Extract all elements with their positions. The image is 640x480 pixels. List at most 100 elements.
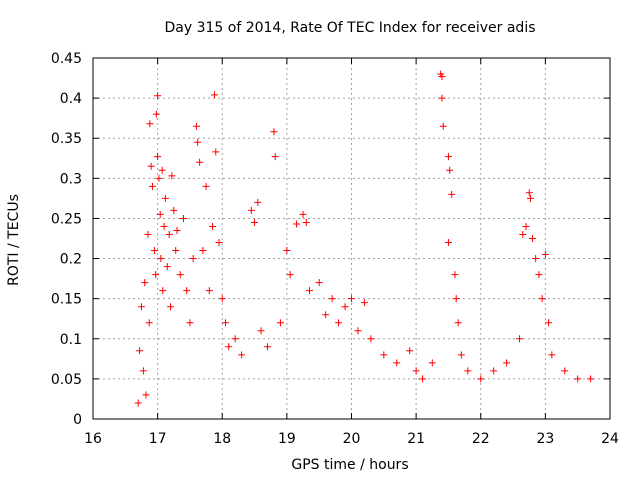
data-point (145, 319, 153, 327)
data-point (444, 239, 452, 247)
data-point (574, 375, 582, 383)
data-point (192, 122, 200, 130)
y-tick-label: 0.25 (51, 211, 82, 227)
data-point (541, 251, 549, 259)
data-point (146, 120, 154, 128)
data-point (156, 210, 164, 218)
data-point (215, 239, 223, 247)
data-point (159, 287, 167, 295)
data-point (545, 319, 553, 327)
data-point (152, 110, 160, 118)
data-point (263, 343, 271, 351)
data-point (315, 279, 323, 287)
data-point (522, 222, 530, 230)
data-point (367, 335, 375, 343)
data-point (172, 247, 180, 255)
data-point (225, 343, 233, 351)
data-point (348, 295, 355, 303)
data-point (247, 206, 255, 214)
data-point (270, 128, 278, 136)
data-point (587, 375, 595, 383)
data-point (412, 367, 420, 375)
x-axis-label: GPS time / hours (291, 457, 408, 473)
y-tick-label: 0.35 (51, 131, 82, 147)
data-point (196, 158, 204, 166)
data-point (419, 375, 427, 383)
chart-title: Day 315 of 2014, Rate Of TEC Index for r… (164, 20, 535, 36)
x-tick-label: 22 (472, 431, 490, 447)
data-point (165, 230, 173, 238)
scatter-points (134, 70, 595, 407)
data-point (212, 148, 220, 156)
data-point (163, 263, 171, 271)
data-point (406, 347, 414, 355)
data-point (464, 367, 472, 375)
data-point (503, 359, 511, 367)
data-point (179, 214, 187, 222)
data-point (137, 303, 145, 311)
data-point (393, 359, 401, 367)
data-point (444, 153, 452, 161)
y-tick-label: 0.4 (60, 91, 82, 107)
y-tick-label: 0.05 (51, 372, 82, 388)
x-tick-label: 19 (278, 431, 296, 447)
data-point (238, 351, 246, 359)
y-tick-label: 0 (73, 412, 82, 428)
data-point (354, 327, 362, 335)
data-point (147, 162, 155, 170)
data-point (302, 218, 310, 226)
data-point (155, 174, 163, 182)
data-point (451, 271, 459, 279)
data-point (305, 287, 313, 295)
data-point (173, 226, 181, 234)
data-point (446, 166, 454, 174)
data-point (299, 210, 307, 218)
data-point (438, 94, 446, 102)
data-point (183, 287, 191, 295)
data-point (194, 138, 202, 146)
data-point (189, 255, 197, 263)
data-point (457, 351, 465, 359)
data-point (286, 271, 294, 279)
data-point (154, 92, 162, 100)
data-point (535, 271, 543, 279)
data-point (454, 319, 462, 327)
y-tick-labels: 0 0.05 0.1 0.15 0.2 0.25 0.3 0.35 0.4 0.45 (51, 51, 82, 428)
x-tick-labels: 16 17 18 19 20 21 22 23 24 (84, 431, 619, 447)
data-point (141, 279, 149, 287)
data-point (538, 295, 546, 303)
data-point (139, 367, 147, 375)
data-point (380, 351, 388, 359)
y-tick-label: 0.3 (60, 171, 82, 187)
data-point (561, 367, 569, 375)
data-point (525, 189, 533, 197)
x-tick-label: 16 (84, 431, 102, 447)
data-point (231, 335, 239, 343)
y-tick-label: 0.15 (51, 292, 82, 308)
y-tick-label: 0.45 (51, 51, 82, 67)
data-point (527, 194, 535, 202)
data-point (532, 255, 540, 263)
y-tick-label: 0.2 (60, 252, 82, 268)
data-point (360, 299, 368, 307)
x-tick-label: 20 (343, 431, 361, 447)
data-point (176, 271, 184, 279)
data-point (144, 230, 152, 238)
y-tick-label: 0.1 (60, 332, 82, 348)
data-point (322, 311, 330, 319)
data-point (271, 153, 279, 161)
data-point (136, 347, 144, 355)
data-point (283, 247, 291, 255)
axis-ticks (92, 57, 611, 420)
data-point (548, 351, 556, 359)
data-point (186, 319, 194, 327)
data-point (152, 271, 160, 279)
data-point (438, 72, 446, 80)
data-point (154, 153, 162, 161)
data-point (452, 295, 460, 303)
data-point (439, 122, 447, 130)
data-point (335, 319, 343, 327)
x-tick-label: 24 (601, 431, 619, 447)
data-point (167, 303, 175, 311)
